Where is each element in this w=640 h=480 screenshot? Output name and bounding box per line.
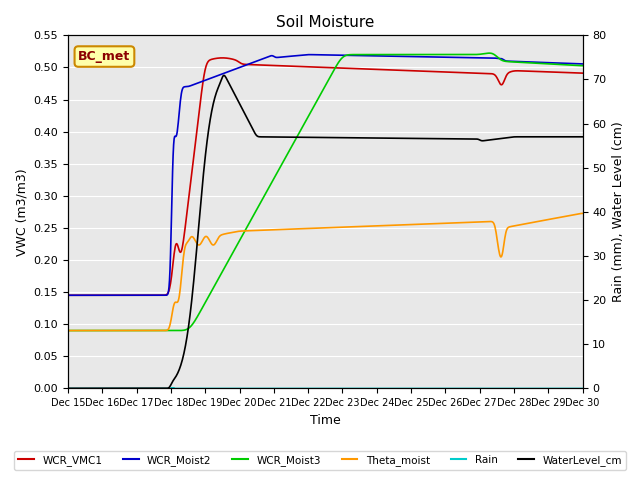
WaterLevel_cm [291, 134, 299, 140]
WCR_Moist3 [116, 328, 124, 334]
Theta_moist [475, 219, 483, 225]
WCR_VMC1 [273, 63, 280, 69]
Rain [273, 385, 280, 391]
Rain [167, 385, 175, 391]
WCR_Moist2 [418, 54, 426, 60]
WCR_Moist3 [475, 51, 483, 57]
WCR_Moist3 [465, 52, 473, 58]
WCR_Moist3 [417, 52, 425, 58]
Rain [116, 385, 124, 391]
Theta_moist [579, 211, 586, 216]
WCR_Moist3 [64, 328, 72, 334]
WCR_Moist2 [291, 53, 298, 59]
Theta_moist [116, 328, 124, 334]
Title: Soil Moisture: Soil Moisture [276, 15, 374, 30]
WCR_Moist3 [579, 63, 586, 69]
Y-axis label: VWC (m3/m3): VWC (m3/m3) [15, 168, 28, 256]
WCR_VMC1 [466, 70, 474, 76]
WCR_VMC1 [64, 292, 72, 298]
WCR_Moist2 [272, 55, 280, 60]
Y-axis label: Rain (mm), Water Level (cm): Rain (mm), Water Level (cm) [612, 121, 625, 302]
WCR_Moist3 [291, 138, 298, 144]
X-axis label: Time: Time [310, 414, 340, 427]
WCR_VMC1 [291, 63, 299, 69]
WCR_Moist3 [486, 50, 493, 56]
WaterLevel_cm [418, 135, 426, 141]
WCR_VMC1 [219, 55, 227, 61]
Rain [476, 385, 483, 391]
Line: WCR_VMC1: WCR_VMC1 [68, 58, 582, 295]
Theta_moist [272, 227, 280, 232]
WaterLevel_cm [220, 72, 228, 78]
WaterLevel_cm [116, 385, 124, 391]
Theta_moist [291, 226, 298, 232]
WCR_VMC1 [579, 70, 586, 76]
Line: Theta_moist: Theta_moist [68, 214, 582, 331]
WCR_Moist2 [64, 292, 72, 298]
Line: WCR_Moist2: WCR_Moist2 [68, 55, 582, 295]
Rain [291, 385, 299, 391]
WCR_VMC1 [476, 70, 483, 76]
WCR_Moist2 [476, 55, 483, 60]
WCR_VMC1 [116, 292, 124, 298]
Rain [64, 385, 72, 391]
Line: WaterLevel_cm: WaterLevel_cm [68, 75, 582, 388]
WCR_Moist2 [466, 55, 474, 60]
WCR_Moist2 [579, 61, 586, 67]
WCR_Moist2 [306, 52, 314, 58]
Theta_moist [465, 219, 473, 225]
Legend: WCR_VMC1, WCR_Moist2, WCR_Moist3, Theta_moist, Rain, WaterLevel_cm: WCR_VMC1, WCR_Moist2, WCR_Moist3, Theta_… [14, 451, 626, 470]
Theta_moist [417, 221, 425, 227]
WaterLevel_cm [466, 136, 474, 142]
WCR_VMC1 [418, 68, 426, 74]
WaterLevel_cm [273, 134, 280, 140]
Text: BC_met: BC_met [78, 50, 131, 63]
WaterLevel_cm [579, 134, 586, 140]
WaterLevel_cm [64, 385, 72, 391]
WCR_Moist2 [116, 292, 124, 298]
Rain [466, 385, 474, 391]
WCR_Moist3 [272, 171, 280, 177]
Rain [579, 385, 586, 391]
Rain [418, 385, 426, 391]
Line: WCR_Moist3: WCR_Moist3 [68, 53, 582, 331]
WaterLevel_cm [476, 137, 483, 143]
Theta_moist [64, 328, 72, 334]
